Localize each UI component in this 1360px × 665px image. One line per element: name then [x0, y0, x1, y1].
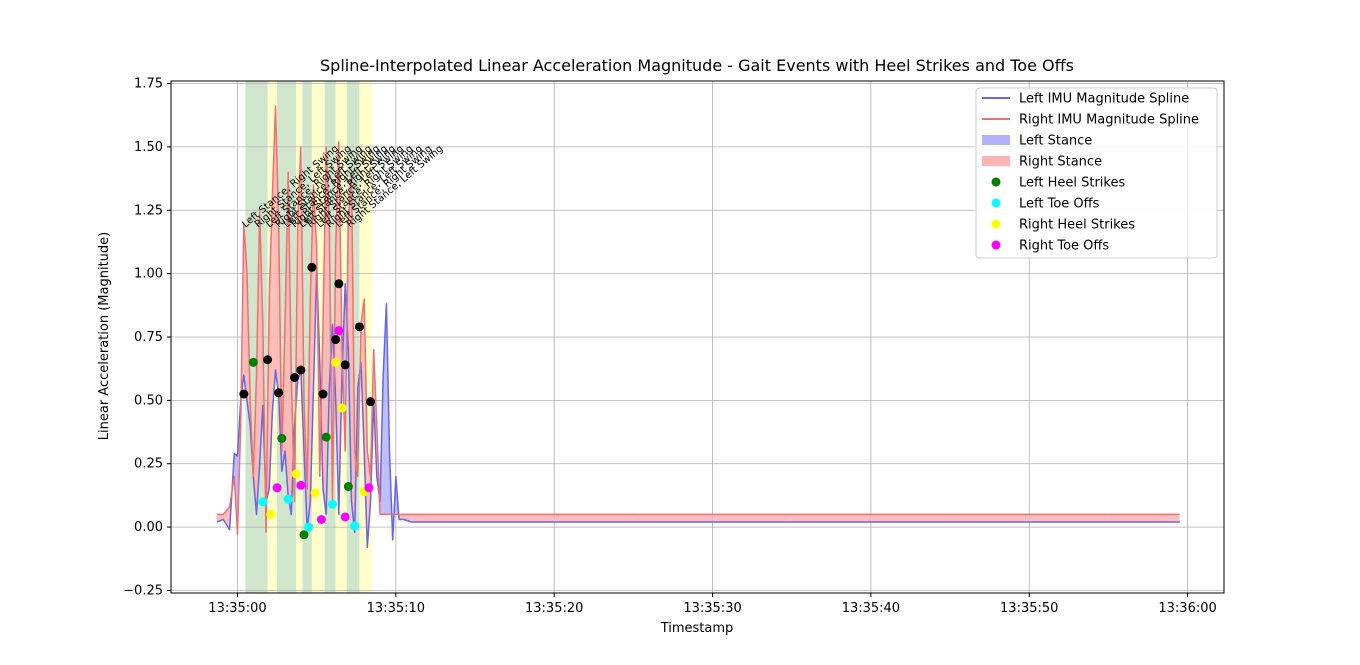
- event-marker: [239, 389, 249, 399]
- legend-label: Left IMU Magnitude Spline: [1019, 92, 1189, 107]
- left-heel-strike-marker: [321, 432, 331, 442]
- y-tick-label: 0.50: [134, 393, 163, 408]
- legend-swatch: [982, 156, 1010, 166]
- left-toe-off-marker: [328, 499, 338, 509]
- right-stance-fill: [1029, 514, 1109, 523]
- right-stance-fill: [633, 514, 713, 523]
- right-stance-fill: [348, 172, 352, 502]
- legend-label: Right Stance: [1019, 155, 1102, 170]
- legend-swatch: [991, 219, 1001, 229]
- left-toe-off-marker: [304, 522, 314, 532]
- left-stance-fill: [383, 304, 387, 515]
- event-marker: [290, 373, 300, 383]
- right-heel-strike-marker: [266, 509, 276, 519]
- y-tick-label: 1.25: [134, 203, 163, 218]
- y-axis-label: Linear Acceleration (Magnitude): [97, 232, 112, 440]
- right-toe-off-marker: [340, 512, 350, 522]
- event-marker: [318, 389, 328, 399]
- right-stance-fill: [475, 514, 555, 523]
- right-stance-fill: [1108, 514, 1180, 523]
- y-tick-label: 0.25: [134, 457, 163, 472]
- y-tick-label: 0.75: [134, 330, 163, 345]
- left-toe-off-marker: [350, 521, 360, 531]
- y-tick-label: −0.25: [123, 583, 163, 598]
- y-tick-label: 0.00: [134, 520, 163, 535]
- event-marker: [354, 322, 364, 332]
- legend: Left IMU Magnitude Spline Right IMU Magni…: [975, 87, 1218, 259]
- right-stance-fill: [791, 514, 871, 523]
- x-tick-label: 13:35:40: [842, 601, 900, 616]
- right-stance-fill: [216, 514, 224, 523]
- right-heel-strike-marker: [291, 469, 301, 479]
- x-axis-label: Timestamp: [660, 621, 734, 636]
- right-stance-fill: [950, 514, 1030, 523]
- event-marker: [331, 335, 341, 345]
- right-toe-off-marker: [364, 483, 374, 493]
- x-tick-label: 13:35:30: [683, 601, 741, 616]
- right-stance-fill: [403, 514, 412, 523]
- right-stance-fill: [554, 514, 634, 523]
- y-tick-label: 1.00: [134, 267, 163, 282]
- y-tick-label: 1.50: [134, 140, 163, 155]
- legend-label: Right Heel Strikes: [1019, 218, 1135, 233]
- x-tick-label: 13:36:00: [1158, 601, 1216, 616]
- right-stance-fill: [712, 514, 792, 523]
- event-marker: [263, 355, 273, 365]
- right-stance-fill: [411, 514, 428, 523]
- legend-label: Right Toe Offs: [1019, 239, 1109, 254]
- chart-title: Spline-Interpolated Linear Acceleration …: [320, 56, 1074, 75]
- event-marker: [334, 279, 344, 289]
- x-tick-label: 13:35:20: [525, 601, 583, 616]
- event-marker: [296, 365, 306, 375]
- right-heel-strike-marker: [331, 357, 341, 367]
- legend-swatch: [991, 240, 1001, 250]
- legend-label: Left Toe Offs: [1019, 197, 1100, 212]
- left-heel-strike-marker: [248, 357, 258, 367]
- x-tick-label: 13:35:00: [208, 601, 266, 616]
- left-toe-off-marker: [258, 497, 268, 507]
- right-heel-strike-marker: [310, 488, 320, 498]
- legend-label: Right IMU Magnitude Spline: [1019, 113, 1199, 128]
- right-toe-off-marker: [296, 480, 306, 490]
- left-heel-strike-marker: [299, 530, 309, 540]
- right-stance-fill: [399, 514, 404, 520]
- right-toe-off-marker: [272, 483, 282, 493]
- legend-label: Left Stance: [1019, 134, 1092, 149]
- x-tick-label: 13:35:50: [1000, 601, 1058, 616]
- left-heel-strike-marker: [343, 482, 353, 492]
- event-marker: [366, 397, 376, 407]
- event-marker: [307, 262, 317, 272]
- right-toe-off-marker: [334, 326, 344, 336]
- right-toe-off-marker: [316, 514, 326, 524]
- right-stance-fill: [259, 210, 263, 464]
- right-stance-fill: [326, 146, 330, 515]
- left-imu-line: [216, 267, 1180, 549]
- legend-swatch: [991, 198, 1001, 208]
- legend-swatch: [991, 177, 1001, 187]
- legend-swatch: [982, 135, 1010, 145]
- event-marker: [340, 360, 350, 370]
- right-stance-fill: [275, 106, 279, 396]
- x-tick-label: 13:35:10: [367, 601, 425, 616]
- right-stance-fill: [870, 514, 951, 523]
- right-stance-fill: [285, 172, 289, 497]
- right-stance-fill: [427, 514, 476, 523]
- legend-box: [975, 87, 1218, 259]
- left-toe-off-marker: [283, 494, 293, 504]
- event-marker: [274, 388, 284, 398]
- legend-label: Left Heel Strikes: [1019, 176, 1125, 191]
- right-stance-fill: [323, 146, 327, 515]
- left-heel-strike-marker: [277, 433, 287, 443]
- right-heel-strike-marker: [337, 403, 347, 413]
- y-tick-label: 1.75: [134, 77, 163, 92]
